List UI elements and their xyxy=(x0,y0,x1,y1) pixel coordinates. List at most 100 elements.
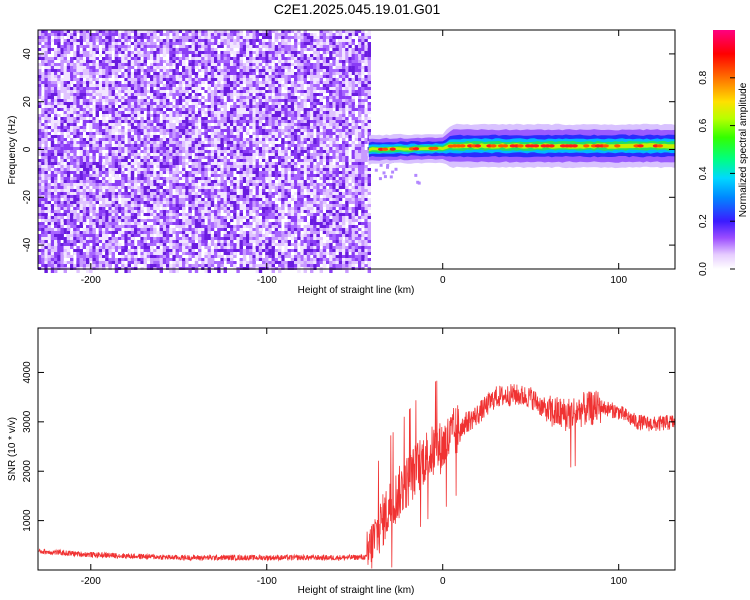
spectrogram-cell xyxy=(313,117,317,120)
spectrogram-cell xyxy=(249,78,253,84)
spectrogram-cell xyxy=(73,198,77,201)
spectrogram-cell xyxy=(265,114,269,117)
spectrogram-cell xyxy=(290,108,295,111)
spectrogram-cell xyxy=(79,63,83,66)
spectrogram-cell xyxy=(358,135,362,138)
spectrogram-cell xyxy=(130,171,135,174)
spectrogram-cell xyxy=(210,141,215,144)
spectrogram-cell xyxy=(198,45,202,48)
spectrogram-cell xyxy=(166,177,170,183)
spectrogram-cell xyxy=(332,138,336,141)
spectrogram-cell xyxy=(201,189,205,192)
spectrogram-cell xyxy=(127,75,131,78)
spectrogram-cell xyxy=(41,48,45,51)
spectrogram-cell xyxy=(300,69,304,72)
spectrogram-cell xyxy=(95,201,99,204)
spectrogram-cell xyxy=(268,78,272,81)
spectrogram-cell xyxy=(294,39,298,42)
spectrogram-cell xyxy=(150,69,154,72)
spectrogram-cell xyxy=(146,144,151,147)
spectrogram-cell xyxy=(364,150,368,153)
spectrogram-cell xyxy=(217,60,221,63)
spectrogram-cell xyxy=(255,147,259,150)
spectrogram-cell xyxy=(118,66,122,69)
spectrogram-cell xyxy=(233,135,237,138)
spectrogram-cell xyxy=(201,192,205,195)
spectrogram-cell xyxy=(60,60,64,66)
spectrogram-cell xyxy=(271,69,275,72)
spectrogram-cell xyxy=(44,135,48,138)
spectrogram-cell xyxy=(329,63,333,66)
spectrogram-cell xyxy=(300,171,304,174)
spectrogram-cell xyxy=(342,117,346,120)
spectrogram-cell xyxy=(169,165,173,168)
spectrogram-cell xyxy=(252,195,256,198)
spectrogram-cell xyxy=(274,57,279,60)
spectrogram-cell xyxy=(166,81,170,84)
spectrogram-cell xyxy=(114,150,119,153)
spectrogram-cell xyxy=(335,54,339,57)
spectrogram-cell xyxy=(358,72,362,75)
spectrogram-cell xyxy=(329,141,333,147)
spectrogram-cell xyxy=(166,150,170,156)
spectrogram-cell xyxy=(278,42,282,45)
spectrogram-cell xyxy=(153,42,157,45)
spectrogram-cell xyxy=(326,81,330,84)
spectrogram-cell xyxy=(242,174,247,177)
spectrogram-cell xyxy=(303,129,307,132)
spectrogram-cell xyxy=(194,54,199,57)
spectrogram-cell xyxy=(230,114,234,117)
spectrogram-cell xyxy=(137,135,141,141)
spectrogram-cell xyxy=(367,30,371,36)
spectrogram-cell xyxy=(239,108,243,114)
spectrogram-cell xyxy=(182,144,186,147)
spectrogram-cell xyxy=(54,177,58,180)
spectrogram-cell xyxy=(185,186,189,192)
spectrogram-cell xyxy=(335,63,339,66)
spectrogram-cell xyxy=(134,114,138,117)
spectrogram-cell xyxy=(57,99,61,102)
spectrogram-cell xyxy=(73,162,77,165)
spectrogram-cell xyxy=(102,144,106,147)
spectrogram-cell xyxy=(284,99,288,105)
spectrogram-cell xyxy=(178,144,183,150)
spectrogram-cell xyxy=(182,42,186,48)
spectrogram-cell xyxy=(153,114,157,117)
spectrogram-cell xyxy=(182,156,186,159)
spectrogram-cell xyxy=(297,186,301,192)
spectrogram-cell xyxy=(300,183,304,189)
spectrogram-cell xyxy=(41,165,45,168)
spectrogram-cell xyxy=(265,93,269,99)
spectrogram-cell xyxy=(252,126,256,129)
spectrogram-cell xyxy=(95,105,99,108)
spectrogram-cell xyxy=(127,150,131,153)
spectrogram-cell xyxy=(329,159,333,162)
spectrogram-cell xyxy=(146,117,151,120)
spectrogram-cell xyxy=(73,165,77,168)
spectrogram-cell xyxy=(332,39,336,42)
spectrogram-cell xyxy=(284,105,288,108)
spectrogram-cell xyxy=(79,105,83,108)
spectrogram-cell xyxy=(204,177,208,180)
spectrogram-cell xyxy=(367,54,371,57)
spectrogram-cell xyxy=(342,168,346,174)
spectrogram-cell xyxy=(102,162,106,165)
spectrogram-cell xyxy=(217,168,221,171)
spectrogram-cell xyxy=(268,42,272,45)
spectrogram-cell xyxy=(70,159,74,162)
spectrogram-cell xyxy=(140,165,144,168)
spectrogram-cell xyxy=(57,153,61,156)
spectrogram-cell xyxy=(60,54,64,57)
spectrogram-cell xyxy=(338,189,343,192)
spectrogram-cell xyxy=(82,192,87,195)
spectrogram-cell xyxy=(79,51,83,54)
spectrogram-cell xyxy=(338,150,343,153)
spectrogram-cell xyxy=(166,42,170,48)
spectrogram-cell xyxy=(210,174,215,177)
spectrogram-cell xyxy=(358,69,362,72)
spectrogram-cell xyxy=(198,33,202,36)
spectrogram-cell xyxy=(121,183,125,186)
spectrogram-cell xyxy=(310,126,314,129)
spectrogram-cell xyxy=(143,81,147,87)
spectrogram-cell xyxy=(230,42,234,45)
